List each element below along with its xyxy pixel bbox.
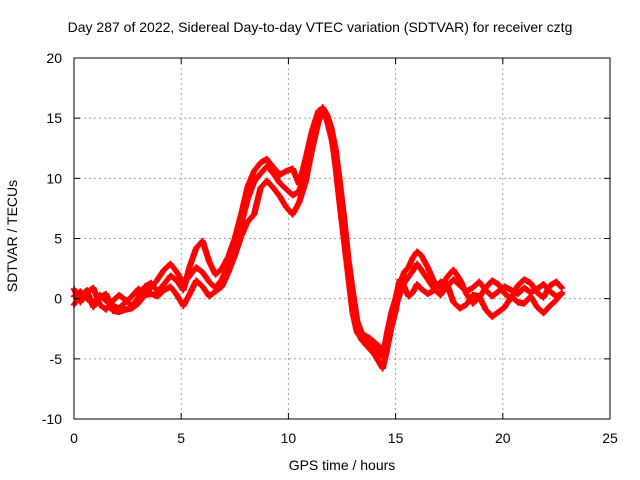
data-point-segment	[225, 236, 238, 260]
data-point-segment	[366, 346, 377, 357]
data-point-segment	[319, 109, 330, 120]
data-point-segment	[553, 289, 566, 304]
chart-title: Day 287 of 2022, Sidereal Day-to-day VTE…	[67, 19, 573, 35]
data-point-segment	[212, 266, 225, 278]
y-tick-label: 10	[46, 170, 62, 186]
data-point-segment	[345, 273, 356, 315]
data-point-segment	[250, 171, 263, 186]
data-point-segment	[167, 283, 180, 298]
data-point-segment	[186, 278, 199, 298]
data-point-segment	[250, 160, 263, 175]
data-point-segment	[244, 212, 257, 225]
data-point-segment	[167, 272, 179, 283]
data-point-segment	[371, 338, 381, 348]
data-point-segment	[115, 300, 128, 312]
axis-ticks: 0 5 10 15 20 25 -10 -5 0 5 10 15 20	[42, 50, 618, 446]
series-band-3	[70, 109, 566, 361]
data-point-segment	[193, 277, 205, 289]
x-axis-label: GPS time / hours	[288, 457, 396, 473]
data-point-segment	[540, 303, 553, 317]
data-point-segment	[135, 284, 148, 301]
data-point-segment	[218, 270, 231, 290]
data-points	[70, 104, 566, 372]
x-tick-label: 5	[177, 430, 185, 446]
data-point-segment	[336, 201, 348, 243]
data-point-segment	[199, 237, 212, 264]
x-tick-label: 15	[388, 430, 404, 446]
data-point-segment	[424, 264, 437, 284]
data-point-segment	[413, 248, 424, 258]
x-tick-label: 20	[495, 430, 511, 446]
data-point-segment	[167, 260, 180, 275]
data-point-segment	[405, 269, 416, 281]
data-point-segment	[103, 290, 116, 313]
data-point-segment	[488, 289, 501, 300]
data-point-segment	[328, 129, 339, 168]
data-point-segment	[362, 337, 372, 347]
data-point-segment	[553, 278, 566, 292]
data-point-segment	[295, 157, 309, 188]
data-point-segment	[205, 289, 218, 300]
data-point-segment	[302, 147, 315, 186]
grid-lines	[74, 58, 610, 419]
data-point-segment	[212, 277, 225, 291]
data-point-segment	[205, 258, 219, 277]
data-point-segment	[366, 341, 377, 351]
y-tick-label: 15	[46, 110, 62, 126]
data-point-segment	[135, 293, 147, 307]
data-point-segment	[443, 281, 457, 304]
data-point-segment	[231, 234, 244, 259]
data-point-segment	[263, 155, 276, 170]
data-point-segment	[244, 169, 257, 190]
data-point-segment	[456, 276, 469, 296]
y-tick-label: 5	[54, 231, 62, 247]
data-point-segment	[340, 237, 352, 279]
data-point-segment	[405, 290, 415, 300]
data-point-segment	[401, 265, 411, 276]
y-tick-label: -10	[42, 411, 62, 427]
data-point-segment	[270, 184, 283, 199]
data-point-segment	[276, 179, 289, 192]
data-point-segment	[186, 246, 199, 270]
data-point-segment	[488, 309, 501, 320]
data-point-segment	[225, 253, 238, 276]
data-point-segment	[371, 344, 381, 354]
x-tick-label: 0	[70, 430, 78, 446]
x-tick-label: 10	[281, 430, 297, 446]
data-point-segment	[362, 341, 373, 352]
data-point-segment	[154, 288, 167, 300]
y-axis-label: SDTVAR / TECUs	[4, 179, 20, 293]
data-point-segment	[508, 293, 520, 305]
y-tick-label: 20	[46, 50, 62, 66]
data-point-segment	[476, 293, 489, 312]
y-tick-label: -5	[50, 351, 63, 367]
data-point-segment	[366, 335, 377, 345]
data-point-segment	[263, 177, 276, 191]
x-tick-label: 25	[602, 430, 618, 446]
y-tick-label: 0	[54, 291, 62, 307]
data-point-segment	[388, 296, 399, 317]
data-point-segment	[353, 329, 364, 341]
data-point-segment	[238, 219, 251, 240]
data-point-segment	[154, 282, 167, 295]
data-point-segment	[263, 163, 276, 176]
data-point-segment	[193, 264, 205, 275]
data-point-segment	[546, 297, 559, 310]
data-point-segment	[332, 163, 343, 207]
data-point-segment	[295, 180, 309, 206]
